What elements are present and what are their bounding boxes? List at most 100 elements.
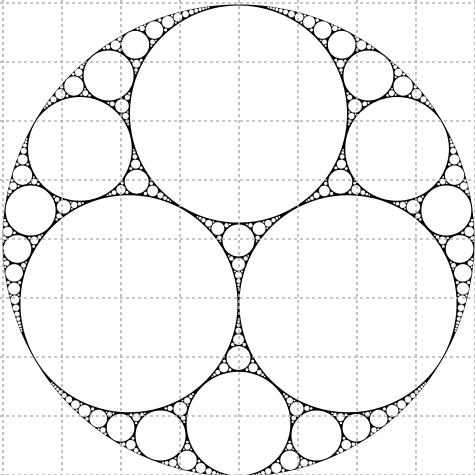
gasket-circle	[404, 396, 412, 404]
gasket-circle	[70, 201, 78, 209]
gasket-circle	[77, 201, 82, 206]
gasket-circle	[24, 140, 28, 144]
gasket-circle	[327, 169, 354, 195]
gasket-circle	[211, 375, 214, 378]
gasket-circle	[136, 27, 140, 31]
gasket-circle	[22, 143, 28, 148]
gasket-circle	[441, 244, 446, 249]
gasket-circle	[367, 101, 370, 105]
gasket-circle	[392, 75, 414, 97]
gasket-circle	[99, 427, 106, 434]
gasket-circle	[420, 184, 473, 237]
gasket-circle	[43, 106, 46, 110]
gasket-circle	[175, 465, 179, 469]
gasket-circle	[228, 223, 232, 226]
gasket-circle	[173, 12, 183, 22]
gasket-circle	[376, 427, 380, 431]
gasket-circle	[10, 295, 20, 305]
gasket-circle	[70, 399, 81, 410]
gasket-circle	[291, 415, 297, 421]
gasket-circle	[149, 181, 154, 186]
gasket-circle	[348, 110, 351, 114]
gasket-circle	[396, 399, 407, 410]
gasket-circle	[425, 100, 430, 106]
gasket-circle	[174, 21, 177, 25]
gasket-circle	[433, 233, 437, 237]
gasket-circle	[281, 468, 286, 473]
gasket-circle	[290, 409, 343, 462]
gasket-circle	[188, 9, 195, 15]
gasket-circle	[168, 458, 178, 468]
gasket-circle	[7, 193, 10, 197]
gasket-circle	[394, 402, 397, 406]
gasket-circle	[270, 462, 282, 474]
gasket-circle	[424, 381, 427, 385]
gasket-circle	[18, 324, 22, 328]
gasket-circle	[382, 407, 387, 411]
gasket-circle	[323, 181, 328, 186]
gasket-circle	[15, 162, 19, 167]
gasket-circle	[12, 304, 20, 312]
gasket-circle	[302, 15, 316, 29]
gasket-circle	[27, 236, 31, 240]
gasket-circle	[391, 62, 395, 66]
gasket-circle	[125, 190, 129, 195]
gasket-circle	[185, 440, 189, 444]
gasket-circle	[52, 383, 55, 387]
gasket-circle	[286, 397, 294, 404]
gasket-circle	[169, 200, 172, 203]
gasket-circle	[107, 101, 110, 105]
gasket-circle	[185, 370, 292, 475]
gasket-circle	[470, 218, 474, 222]
gasket-circle	[12, 164, 33, 186]
gasket-circle	[201, 7, 205, 11]
gasket-circle	[279, 449, 301, 471]
gasket-circle	[287, 10, 296, 18]
gasket-circle	[129, 166, 133, 171]
gasket-circle	[225, 345, 252, 371]
gasket-circle	[331, 25, 338, 32]
gasket-circle	[70, 207, 74, 211]
gasket-circle	[3, 221, 9, 227]
gasket-circle	[342, 436, 346, 440]
gasket-circle	[271, 217, 276, 223]
gasket-circle	[132, 59, 141, 68]
gasket-circle	[464, 226, 475, 237]
circle-group	[2, 4, 475, 475]
gasket-circle	[3, 218, 7, 222]
gasket-circle	[17, 320, 22, 325]
gasket-circle	[456, 282, 470, 296]
gasket-circle	[470, 265, 473, 269]
gasket-circle	[420, 96, 427, 103]
gasket-circle	[191, 392, 195, 396]
gasket-circle	[4, 265, 7, 269]
gasket-circle	[449, 137, 452, 141]
gasket-circle	[339, 154, 345, 160]
gasket-circle	[164, 406, 168, 411]
gasket-circle	[468, 221, 474, 227]
gasket-circle	[288, 440, 292, 444]
gasket-circle	[347, 98, 363, 114]
gasket-circle	[129, 413, 133, 417]
gasket-circle	[351, 184, 361, 195]
gasket-circle	[347, 123, 351, 126]
gasket-circle	[163, 28, 168, 32]
gasket-circle	[22, 267, 26, 271]
gasket-circle	[341, 439, 352, 450]
gasket-circle	[105, 44, 111, 50]
gasket-circle	[80, 75, 83, 79]
gasket-circle	[20, 147, 28, 155]
gasket-circle	[79, 64, 84, 70]
gasket-circle	[403, 207, 407, 211]
gasket-circle	[447, 162, 452, 167]
gasket-circle	[208, 226, 212, 230]
gasket-circle	[299, 458, 309, 468]
gasket-circle	[313, 20, 332, 40]
gasket-circle	[32, 175, 35, 179]
gasket-circle	[362, 412, 365, 415]
gasket-circle	[428, 104, 432, 108]
gasket-circle	[422, 383, 425, 387]
gasket-circle	[17, 154, 29, 165]
gasket-circle	[284, 448, 288, 451]
